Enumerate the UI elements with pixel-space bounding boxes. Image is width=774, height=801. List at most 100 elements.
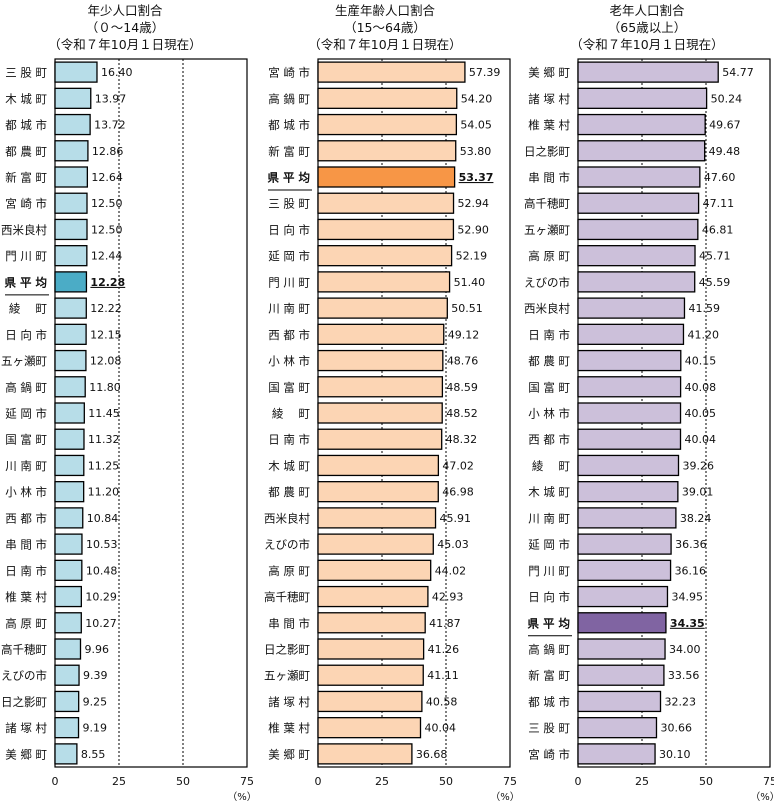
category-label: 西米良村 bbox=[524, 302, 570, 316]
bar-value-label: 46.81 bbox=[702, 223, 734, 236]
x-tick-label: 75 bbox=[763, 775, 774, 788]
bar-highlight bbox=[577, 612, 667, 634]
category-label: 五ヶ瀬町 bbox=[524, 223, 570, 237]
x-tick-label: 75 bbox=[503, 775, 517, 788]
bar bbox=[317, 533, 434, 555]
x-tick-label: 50 bbox=[699, 775, 713, 788]
bar-value-label: 40.08 bbox=[685, 381, 717, 394]
category-label: 高 原 町 bbox=[5, 616, 47, 630]
category-label: 門 川 町 bbox=[5, 249, 47, 263]
bar-value-label: 40.04 bbox=[425, 722, 457, 735]
bar bbox=[577, 323, 685, 345]
category-label: 三 股 町 bbox=[528, 721, 570, 735]
bar-value-label: 51.40 bbox=[454, 276, 486, 289]
bar-value-label: 50.51 bbox=[451, 302, 483, 315]
bar-value-label: 36.68 bbox=[416, 748, 448, 761]
category-label: 延 岡 市 bbox=[528, 538, 570, 552]
bar-value-label: 12.08 bbox=[90, 355, 122, 368]
category-label: 椎 葉 村 bbox=[268, 721, 310, 735]
bar-value-label: 36.16 bbox=[675, 564, 707, 577]
bar bbox=[317, 349, 444, 372]
bar-value-label: 48.32 bbox=[446, 433, 478, 446]
bar bbox=[54, 481, 85, 503]
bar-value-label: 48.52 bbox=[446, 407, 478, 420]
chart-3-title-block: 老年人口割合 （65歳以上） （令和７年10月１日現在） bbox=[520, 2, 774, 53]
unit-label: （%） bbox=[227, 791, 257, 801]
bar-value-label: 48.76 bbox=[447, 355, 479, 368]
bar-value-label: 34.35 bbox=[670, 617, 705, 630]
bar bbox=[577, 428, 682, 450]
bar-value-label: 11.32 bbox=[88, 433, 120, 446]
bar bbox=[54, 743, 78, 765]
bar bbox=[317, 192, 455, 214]
category-label: 高千穂町 bbox=[1, 643, 47, 657]
x-tick-label: 0 bbox=[575, 775, 582, 788]
bar bbox=[577, 140, 706, 162]
category-label: 美 郷 町 bbox=[5, 747, 47, 761]
bar-value-label: 16.40 bbox=[101, 66, 133, 79]
bar-value-label: 9.25 bbox=[83, 695, 108, 708]
bar bbox=[54, 297, 87, 319]
bar-value-label: 52.94 bbox=[458, 197, 490, 210]
chart-2-subtitle: （15～64歳） bbox=[344, 20, 426, 35]
chart-1-date: （令和７年10月１日現在） bbox=[48, 37, 202, 52]
bar bbox=[577, 664, 665, 686]
bar bbox=[54, 61, 98, 83]
bar-value-label: 41.26 bbox=[428, 643, 460, 656]
bar bbox=[317, 271, 451, 293]
category-label: 川 南 町 bbox=[268, 302, 310, 316]
bar bbox=[577, 402, 682, 424]
category-label: 高千穂町 bbox=[524, 197, 570, 211]
category-label: 西 都 市 bbox=[268, 328, 310, 342]
bar-value-label: 45.91 bbox=[440, 512, 472, 525]
bar bbox=[54, 192, 88, 214]
category-label: 高 鍋 町 bbox=[5, 380, 47, 394]
bar bbox=[577, 481, 679, 503]
bar-value-label: 12.50 bbox=[91, 197, 123, 210]
bar bbox=[577, 690, 662, 713]
category-label: 日之影町 bbox=[524, 144, 570, 158]
bar bbox=[577, 349, 682, 372]
x-tick-label: 25 bbox=[635, 775, 649, 788]
category-label: 日之影町 bbox=[1, 695, 47, 709]
category-label: 都 城 市 bbox=[268, 118, 310, 132]
bar bbox=[317, 87, 458, 109]
category-label: 西米良村 bbox=[1, 223, 47, 237]
category-label: 門 川 町 bbox=[528, 564, 570, 578]
category-label: 西 都 市 bbox=[528, 433, 570, 447]
bar-value-label: 45.03 bbox=[437, 538, 469, 551]
chart-3-subtitle: （65歳以上） bbox=[607, 20, 687, 35]
bar-value-label: 40.05 bbox=[685, 407, 717, 420]
category-label: 新 富 町 bbox=[5, 171, 47, 185]
bar-value-label: 41.87 bbox=[429, 617, 461, 630]
bar bbox=[577, 192, 700, 214]
category-label: 日 向 市 bbox=[528, 590, 570, 604]
bar bbox=[54, 166, 89, 188]
bar bbox=[577, 743, 656, 765]
category-label: 宮 崎 市 bbox=[268, 66, 310, 80]
bar-value-label: 47.60 bbox=[704, 171, 736, 184]
category-label: 諸 塚 村 bbox=[528, 92, 570, 106]
category-label: 諸 塚 村 bbox=[268, 695, 310, 709]
category-label: 県 平 均 bbox=[527, 616, 570, 630]
bar-value-label: 11.45 bbox=[88, 407, 120, 420]
bar-value-label: 48.59 bbox=[446, 381, 478, 394]
bar bbox=[54, 559, 83, 581]
bar-value-label: 49.12 bbox=[448, 328, 480, 341]
bar bbox=[54, 245, 88, 267]
bar bbox=[577, 245, 696, 267]
bar bbox=[577, 61, 719, 83]
category-label: 国 富 町 bbox=[528, 380, 570, 394]
category-label: 高 原 町 bbox=[528, 249, 570, 263]
bar-value-label: 11.25 bbox=[88, 459, 120, 472]
bar bbox=[317, 428, 443, 450]
category-label: 都 農 町 bbox=[268, 485, 310, 499]
bar bbox=[54, 638, 82, 660]
bar-value-label: 32.23 bbox=[665, 695, 697, 708]
bar-value-label: 57.39 bbox=[469, 66, 501, 79]
bar-value-label: 54.20 bbox=[461, 92, 493, 105]
x-tick-label: 25 bbox=[375, 775, 389, 788]
bar bbox=[317, 454, 440, 477]
bar-value-label: 54.77 bbox=[722, 66, 754, 79]
category-label: 都 城 市 bbox=[5, 118, 47, 132]
